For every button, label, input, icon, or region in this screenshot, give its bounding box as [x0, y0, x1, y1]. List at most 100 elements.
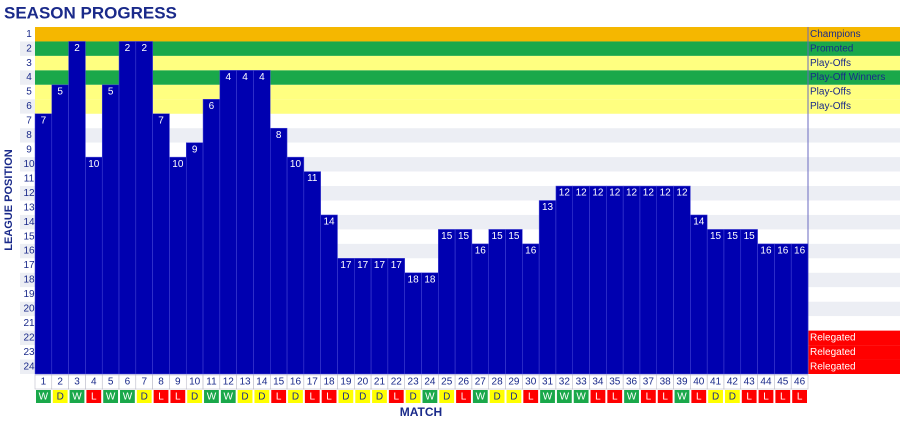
x-tick-label: 17	[307, 377, 319, 388]
x-tick-label: 41	[710, 377, 722, 388]
result-cell	[590, 390, 606, 403]
x-tick-label: 42	[727, 377, 739, 388]
result-cell	[355, 390, 371, 403]
result-label: W	[106, 392, 116, 403]
position-bar	[236, 70, 254, 375]
position-bar	[101, 84, 120, 375]
result-label: D	[258, 392, 265, 403]
position-bar	[202, 99, 221, 375]
result-label: D	[359, 392, 366, 403]
chart-title: SEASON PROGRESS	[4, 3, 177, 22]
x-tick-label: 19	[340, 377, 352, 388]
zone-label: Play-Off Winners	[810, 72, 885, 83]
result-cell	[220, 390, 236, 403]
x-tick-label: 31	[542, 377, 554, 388]
result-cell	[523, 390, 539, 403]
y-tick-label: 2	[26, 43, 32, 54]
x-tick-label: 43	[744, 377, 756, 388]
result-label: L	[696, 392, 702, 403]
position-label: 15	[744, 231, 756, 242]
result-cell	[388, 390, 404, 403]
zone-band	[35, 27, 900, 42]
x-axis-label: MATCH	[400, 405, 442, 419]
zone-label: Promoted	[810, 43, 853, 54]
result-label: W	[476, 392, 486, 403]
result-cell	[724, 390, 740, 403]
x-tick-label: 29	[508, 377, 520, 388]
x-tick-label: 40	[693, 377, 705, 388]
result-label: D	[712, 392, 719, 403]
position-label: 8	[276, 130, 282, 141]
y-tick-label: 10	[23, 159, 35, 170]
position-label: 10	[290, 159, 302, 170]
result-label: L	[461, 392, 467, 403]
position-label: 9	[192, 144, 198, 155]
result-label: L	[746, 392, 752, 403]
result-label: L	[780, 392, 786, 403]
position-bar	[135, 41, 153, 375]
zone-label: Relegated	[810, 361, 856, 372]
position-bar	[538, 200, 557, 375]
position-label: 15	[727, 231, 739, 242]
result-cell	[657, 390, 673, 403]
result-cell	[540, 390, 555, 403]
result-cell	[708, 390, 723, 403]
result-cell	[792, 390, 807, 403]
position-bar	[404, 272, 422, 375]
position-label: 16	[760, 246, 772, 257]
match-cell	[790, 374, 809, 390]
position-bar	[723, 229, 742, 375]
y-tick-label: 6	[26, 101, 32, 112]
position-label: 12	[643, 188, 655, 199]
position-label: 7	[158, 115, 164, 126]
position-bar	[656, 185, 674, 375]
position-bar	[387, 258, 405, 375]
position-bar	[68, 41, 86, 375]
position-bar	[572, 185, 590, 375]
position-bar	[169, 156, 187, 375]
result-label: L	[595, 392, 601, 403]
result-cell	[506, 390, 522, 403]
result-cell	[456, 390, 471, 403]
result-cell	[573, 390, 589, 403]
x-tick-label: 28	[492, 377, 504, 388]
position-label: 2	[141, 43, 147, 54]
x-tick-label: 1	[41, 377, 47, 388]
result-label: W	[224, 392, 234, 403]
result-cell	[69, 390, 85, 403]
position-label: 10	[88, 159, 100, 170]
position-label: 15	[710, 231, 722, 242]
y-tick-label: 11	[24, 173, 35, 184]
result-label: L	[175, 392, 181, 403]
x-tick-label: 32	[559, 377, 571, 388]
zone-band	[35, 99, 900, 114]
result-cell	[153, 390, 169, 403]
y-axis-label: LEAGUE POSITION	[3, 149, 15, 251]
zone-band	[35, 70, 900, 85]
position-label: 7	[41, 115, 47, 126]
position-label: 5	[57, 86, 63, 97]
x-tick-label: 33	[576, 377, 588, 388]
y-tick-label: 14	[23, 217, 35, 228]
position-bar	[673, 185, 691, 375]
y-tick-label: 7	[26, 116, 32, 127]
result-label: D	[342, 392, 349, 403]
result-label: W	[72, 392, 82, 403]
result-cell	[439, 390, 455, 403]
position-label: 13	[542, 202, 554, 213]
position-label: 15	[458, 231, 470, 242]
result-label: L	[797, 392, 803, 403]
position-bar	[185, 142, 204, 375]
y-tick-label: 9	[26, 145, 32, 156]
x-tick-label: 15	[273, 377, 285, 388]
result-label: W	[207, 392, 217, 403]
x-tick-label: 27	[475, 377, 487, 388]
result-cell	[758, 390, 774, 403]
y-tick-label: 8	[26, 130, 32, 141]
position-bar	[505, 229, 523, 375]
x-tick-label: 23	[408, 377, 420, 388]
position-label: 4	[242, 72, 248, 83]
position-label: 2	[74, 43, 80, 54]
result-label: W	[425, 392, 435, 403]
